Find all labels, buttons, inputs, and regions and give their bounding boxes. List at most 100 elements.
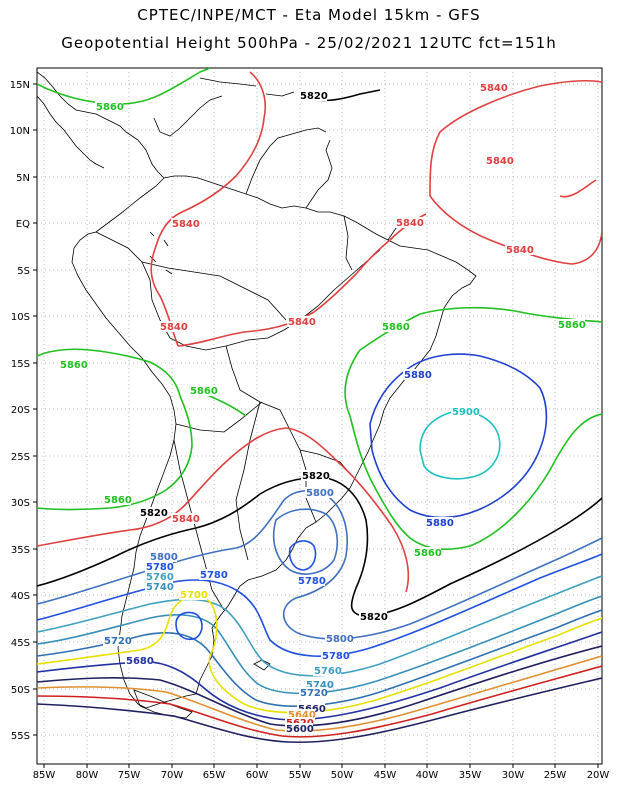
contour-label-bg (103, 635, 131, 646)
contour-label-bg (145, 561, 173, 572)
contour-c5620 (37, 665, 602, 738)
contour-c5860f (344, 349, 602, 551)
longitude-label: 35W (459, 770, 482, 781)
longitude-label: 20W (587, 770, 610, 781)
latitude-labels: 15N 10N 5N EQ 5S 10S 15S 20S 25S 30S 35S 40S 45S 50S 5… (10, 80, 37, 742)
contour-label: 5860 (414, 548, 442, 559)
contour-label-bg (301, 470, 329, 481)
contour-c5840a (150, 71, 266, 347)
latitude-label: 20S (11, 405, 30, 416)
contour-label: 5840 (172, 514, 200, 525)
contour-c5840c (429, 80, 602, 197)
longitude-labels: 85W 80W 75W 70W 65W 60W 55W 50W 45W 40W 35W 30W 25W 2… (33, 764, 610, 781)
contour-label-bg (285, 717, 313, 728)
contour-label-bg (287, 709, 315, 720)
contour-label-bg (189, 385, 217, 396)
longitude-label: 80W (76, 770, 99, 781)
contour-c5840e (559, 179, 597, 198)
latitude-label: 55S (11, 731, 30, 742)
contour-label-bg (403, 369, 431, 380)
contour-label-bg (171, 218, 199, 229)
longitude-label: 25W (544, 770, 567, 781)
contour-label: 5860 (382, 322, 410, 333)
longitude-label: 75W (118, 770, 141, 781)
longitude-label: 65W (203, 770, 226, 781)
longitude-label: 85W (33, 770, 56, 781)
contour-label: 5840 (160, 322, 188, 333)
contour-label-bg (425, 517, 453, 528)
contour-label-bg (321, 650, 349, 661)
contour-label: 5860 (104, 495, 132, 506)
contour-label: 5880 (426, 518, 454, 529)
contour-label-bg (139, 507, 167, 518)
contour-label-bg (199, 569, 227, 580)
contour-label-bg (297, 703, 325, 714)
contour-label: 5860 (96, 102, 124, 113)
contour-label-bg (313, 665, 341, 676)
latitude-label: 10S (11, 312, 30, 323)
latitude-label: 15N (10, 80, 30, 91)
contour-label: 5860 (558, 320, 586, 331)
contour-label: 5840 (288, 317, 316, 328)
longitude-label: 40W (416, 770, 439, 781)
contour-label: 5820 (360, 612, 388, 623)
contour-label-bg (479, 82, 507, 93)
contour-label: 5840 (506, 245, 534, 256)
contour-label-bg (299, 90, 327, 101)
contour-label: 5680 (126, 656, 154, 667)
contour-label-bg (179, 589, 207, 600)
contour-label: 5780 (322, 651, 350, 662)
latitude-label: 45S (11, 638, 30, 649)
contour-c5760 (37, 575, 602, 677)
contour-c5860c (37, 348, 181, 397)
contour-label-bg (159, 321, 187, 332)
contour-label-bg (149, 551, 177, 562)
latitude-label: 35S (11, 545, 30, 556)
contour-label-bg (297, 575, 325, 586)
contour-c5840b (177, 213, 427, 347)
contour-clow (175, 611, 203, 640)
contour-label-bg (557, 319, 585, 330)
contour-label: 5860 (190, 386, 218, 397)
contour-label-bg (485, 155, 513, 166)
longitude-label: 55W (289, 770, 312, 781)
contour-c5860d (37, 395, 193, 511)
contour-label: 5860 (60, 360, 88, 371)
contour-label-bg (285, 723, 313, 734)
contour-c5840f (37, 427, 410, 593)
coastline (37, 71, 477, 719)
longitude-label: 70W (161, 770, 184, 781)
contour-label: 5780 (146, 562, 174, 573)
contour-label: 5740 (146, 582, 174, 593)
contour-label-bg (325, 633, 353, 644)
contour-c5820m (37, 476, 602, 617)
contour-c5700 (37, 595, 602, 714)
latitude-label: 5N (16, 173, 30, 184)
contour-label: 5840 (486, 156, 514, 167)
latitude-label: 40S (11, 591, 30, 602)
contour-label: 5760 (314, 666, 342, 677)
contour-label: 5800 (306, 488, 334, 499)
contour-c5720 (37, 609, 602, 707)
longitude-label: 60W (246, 770, 269, 781)
contour-c5800b (272, 508, 339, 575)
contour-label: 5800 (326, 634, 354, 645)
contour-label: 5780 (298, 576, 326, 587)
contour-label: 5720 (300, 688, 328, 699)
contour-label: 5840 (172, 219, 200, 230)
contour-label-bg (359, 611, 387, 622)
map-title: CPTEC/INPE/MCT - Eta Model 15km - GFS (137, 6, 481, 24)
contour-label: 5760 (146, 572, 174, 583)
contour-label-bg (171, 513, 199, 524)
contour-c5600 (37, 677, 602, 744)
latitude-label: EQ (16, 219, 30, 230)
contour-label: 5820 (140, 508, 168, 519)
contour-c5900 (419, 410, 501, 480)
contour-label: 5780 (200, 570, 228, 581)
contour-label-bg (395, 217, 423, 228)
contour-label-bg (59, 359, 87, 370)
contour-label-bg (451, 406, 479, 417)
contour-label: 5820 (302, 471, 330, 482)
longitude-label: 50W (331, 770, 354, 781)
